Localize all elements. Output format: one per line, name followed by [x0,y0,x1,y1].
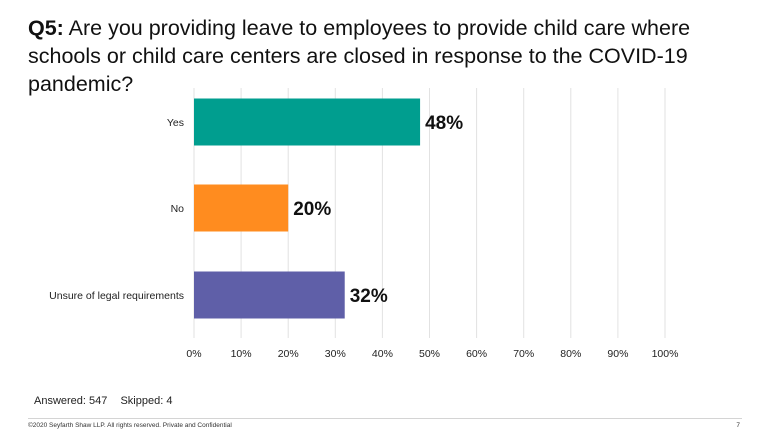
x-tick-label-10: 10% [231,348,252,360]
value-label: 48% [425,113,463,134]
page-number: 7 [736,422,740,429]
x-tick-label-70: 70% [513,348,534,360]
question-text: Are you providing leave to employees to … [28,16,691,96]
value-label: 20% [293,199,331,220]
response-stats: Answered: 547 Skipped: 4 [34,395,182,407]
value-label: 32% [350,286,388,307]
labels: 0% 10% 20% 30% 40% 50% 60% 70% 80% 90% 100% Yes 48% N… [49,113,678,360]
x-tick-label-80: 80% [560,348,581,360]
category-label: No [171,203,185,215]
bar-no [194,184,289,232]
x-tick-label-60: 60% [466,348,487,360]
bars [194,98,421,319]
question-title: Q5: Are you providing leave to employees… [28,14,748,98]
bar-chart: 0% 10% 20% 30% 40% 50% 60% 70% 80% 90% 100% Yes 48% N… [49,88,678,360]
skipped-count: Skipped: 4 [120,395,173,407]
bar-unsure-of-legal-requirements [194,271,345,319]
x-tick-label-20: 20% [278,348,299,360]
x-tick-label-40: 40% [372,348,393,360]
footer-copyright: ©2020 Seyfarth Shaw LLP. All rights rese… [28,422,232,429]
bar-yes [194,98,421,146]
x-tick-label-30: 30% [325,348,346,360]
x-tick-label-50: 50% [419,348,440,360]
category-label: Yes [167,117,184,129]
category-label: Unsure of legal requirements [49,290,184,302]
x-tick-label-90: 90% [607,348,628,360]
answered-count: Answered: 547 [34,395,108,407]
x-tick-label-100: 100% [652,348,679,360]
x-tick-label-0: 0% [186,348,201,360]
footer-divider [28,418,742,419]
question-label: Q5: [28,16,64,40]
